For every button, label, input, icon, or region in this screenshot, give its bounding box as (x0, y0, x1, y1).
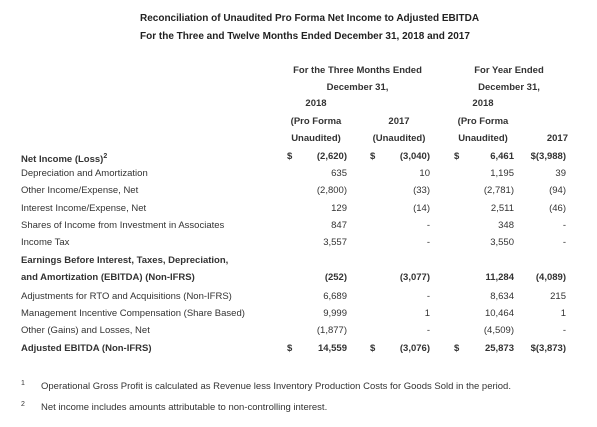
cell-value: 10 (419, 168, 430, 179)
currency: $ (454, 343, 460, 354)
cell-value: 348 (498, 220, 514, 231)
group-header: December 31, (326, 82, 389, 93)
group-header: December 31, (478, 82, 540, 93)
column-header: (Pro Forma (457, 116, 509, 127)
cell-value: (3,077) (399, 272, 430, 283)
column-header: 2018 (305, 98, 327, 109)
cell-value: 3,550 (490, 237, 514, 248)
cell-value: (46) (549, 203, 566, 214)
cell-value: $(3,873) (530, 343, 566, 354)
column-header: 2018 (472, 98, 494, 109)
column-header: Unaudited) (291, 133, 341, 144)
cell-value: - (562, 237, 566, 248)
cell-value: 2,511 (490, 203, 514, 214)
footnote-text: Operational Gross Profit is calculated a… (41, 381, 511, 392)
currency: $ (287, 151, 293, 162)
column-header: Unaudited) (458, 133, 508, 144)
cell-value: (2,800) (316, 185, 347, 196)
cell-value: - (426, 220, 430, 231)
currency: $ (370, 343, 376, 354)
cell-value: (2,620) (316, 151, 347, 162)
cell-value: 14,559 (317, 343, 347, 354)
cell-value: (4,509) (483, 325, 514, 336)
cell-value: (33) (413, 185, 430, 196)
cell-value: - (426, 325, 430, 336)
cell-value: $(3,988) (530, 151, 566, 162)
column-header: (Unaudited) (372, 133, 426, 144)
cell-value: 6,461 (490, 151, 514, 162)
cell-value: 8,634 (490, 291, 514, 302)
cell-value: (14) (413, 203, 430, 214)
cell-value: (94) (549, 185, 566, 196)
cell-value: 129 (331, 203, 347, 214)
row-label: Income Tax (21, 237, 70, 248)
cell-value: 39 (555, 168, 566, 179)
cell-value: - (426, 237, 430, 248)
cell-value: - (562, 325, 566, 336)
footnote-marker: 2 (21, 401, 25, 408)
row-label: Adjusted EBITDA (Non-IFRS) (21, 343, 152, 354)
cell-value: - (562, 220, 566, 231)
footnote-marker: 1 (21, 380, 25, 387)
row-label: and Amortization (EBITDA) (Non-IFRS) (21, 272, 195, 283)
footnote-text: Net income includes amounts attributable… (41, 402, 328, 413)
row-label: Shares of Income from Investment in Asso… (21, 220, 225, 231)
cell-value: (4,089) (535, 272, 566, 283)
column-header: 2017 (388, 116, 410, 127)
cell-value: 215 (550, 291, 566, 302)
column-header: 2017 (546, 133, 568, 144)
row-label: Management Incentive Compensation (Share… (21, 308, 245, 319)
cell-value: (252) (324, 272, 347, 283)
group-header: For the Three Months Ended (293, 65, 422, 76)
row-label: Other (Gains) and Losses, Net (21, 325, 150, 336)
row-label: Other Income/Expense, Net (21, 185, 139, 196)
cell-value: 9,999 (323, 308, 347, 319)
cell-value: 10,464 (484, 308, 514, 319)
cell-value: 11,284 (485, 272, 514, 283)
currency: $ (370, 151, 376, 162)
row-label: Interest Income/Expense, Net (21, 203, 147, 214)
row-label: Adjustments for RTO and Acquisitions (No… (21, 291, 232, 302)
cell-value: (2,781) (483, 185, 514, 196)
cell-value: - (426, 291, 430, 302)
cell-value: 6,689 (323, 291, 347, 302)
cell-value: 635 (331, 168, 347, 179)
cell-value: 1 (560, 308, 566, 319)
cell-value: 25,873 (484, 343, 514, 354)
cell-value: 847 (331, 220, 347, 231)
currency: $ (454, 151, 460, 162)
column-header: (Pro Forma (290, 116, 342, 127)
cell-value: 1 (424, 308, 430, 319)
cell-value: (1,877) (316, 325, 347, 336)
title: For the Three and Twelve Months Ended De… (140, 31, 470, 42)
cell-value: (3,076) (399, 343, 430, 354)
group-header: For Year Ended (474, 65, 544, 76)
row-label: Earnings Before Interest, Taxes, Depreci… (21, 255, 229, 266)
currency: $ (287, 343, 293, 354)
cell-value: (3,040) (399, 151, 430, 162)
row-label: Net Income (Loss)2 (21, 153, 108, 166)
row-label: Depreciation and Amortization (21, 168, 148, 179)
cell-value: 3,557 (323, 237, 347, 248)
title: Reconciliation of Unaudited Pro Forma Ne… (140, 13, 480, 24)
footnote-ref: 2 (103, 153, 108, 160)
cell-value: 1,195 (490, 168, 514, 179)
